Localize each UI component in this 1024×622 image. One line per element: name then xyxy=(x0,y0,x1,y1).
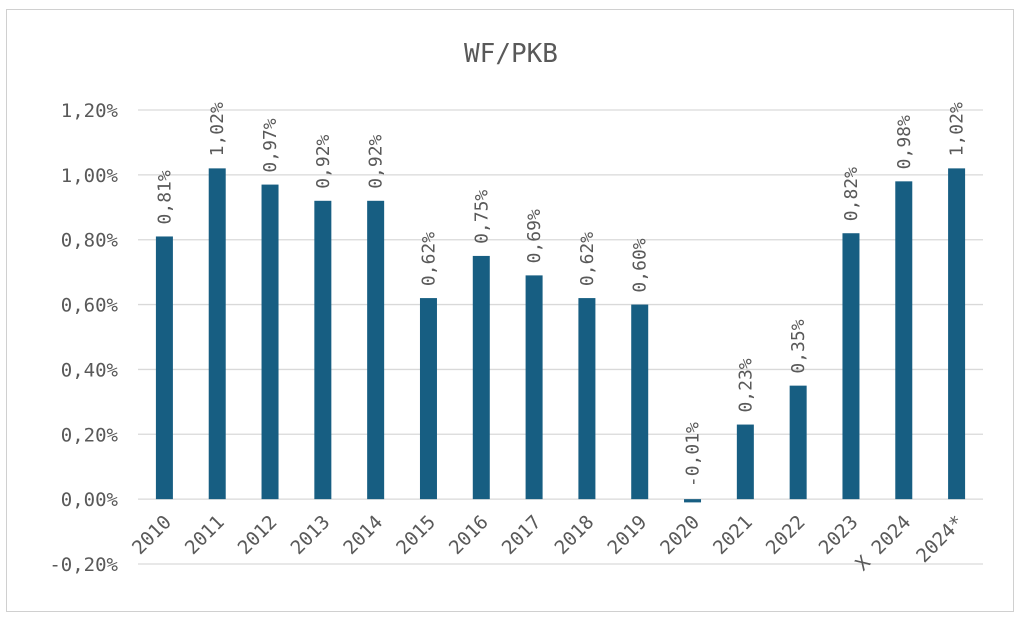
y-tick-label: 0,80% xyxy=(61,230,119,252)
x-tick-label: 2017 xyxy=(498,511,546,559)
bar xyxy=(842,233,860,500)
bar xyxy=(472,255,490,500)
y-tick-label: 1,00% xyxy=(61,165,119,187)
x-tick-label: 2019 xyxy=(603,511,651,559)
bar xyxy=(525,275,543,500)
data-label: 1,02% xyxy=(947,102,968,156)
bar xyxy=(155,236,173,500)
x-tick-label: 2012 xyxy=(234,511,282,559)
bar xyxy=(208,168,226,500)
data-label: 0,69% xyxy=(524,209,545,263)
data-label: 1,02% xyxy=(207,102,228,156)
data-labels: 0,81% 1,02% 0,97% 0,92% 0,92% 0,62% 0,75% 0,69%… xyxy=(154,102,967,487)
x-tick-label: 2016 xyxy=(445,511,493,559)
x-tick-label: 2014 xyxy=(339,511,387,559)
y-tick-label: 0,60% xyxy=(61,295,119,317)
data-label: 0,60% xyxy=(630,238,651,292)
bars xyxy=(155,168,966,503)
x-tick-label: 2020 xyxy=(656,511,704,559)
bar xyxy=(948,168,966,500)
x-tick-label: 2015 xyxy=(392,511,440,559)
y-axis-ticks: 1,20% 1,00% 0,80% 0,60% 0,40% 0,20% 0,00% -0,20… xyxy=(49,100,118,576)
bar xyxy=(736,424,754,500)
y-tick-label: 1,20% xyxy=(61,100,119,122)
data-label: 0,92% xyxy=(366,134,387,188)
bar xyxy=(419,298,437,500)
data-label: -0,01% xyxy=(683,422,704,487)
bar xyxy=(367,200,385,500)
y-tick-label: -0,20% xyxy=(49,554,118,576)
x-axis-ticks: 2010 2011 2012 2013 2014 2015 2016 2017 2018 2019… xyxy=(128,511,968,575)
data-label: 0,82% xyxy=(841,167,862,221)
data-label: 0,81% xyxy=(154,170,175,224)
data-label: 0,62% xyxy=(577,232,598,286)
y-tick-label: 0,00% xyxy=(61,489,119,511)
y-tick-label: 0,40% xyxy=(61,359,119,381)
x-tick-label: X 2024 xyxy=(851,511,915,575)
x-tick-label: 2022 xyxy=(762,511,810,559)
x-tick-label: 2011 xyxy=(181,511,229,559)
bar xyxy=(578,298,596,500)
x-tick-label: 2021 xyxy=(709,511,757,559)
bar xyxy=(631,304,649,500)
bar xyxy=(789,385,807,500)
bar xyxy=(314,200,332,500)
bar xyxy=(684,499,702,503)
x-tick-label: 2010 xyxy=(128,511,176,559)
data-label: 0,23% xyxy=(735,358,756,412)
bar xyxy=(895,181,913,500)
x-tick-label: 2018 xyxy=(551,511,599,559)
y-tick-label: 0,20% xyxy=(61,424,119,446)
data-label: 0,75% xyxy=(471,190,492,244)
data-label: 0,98% xyxy=(894,115,915,169)
x-tick-label: 2013 xyxy=(286,511,334,559)
x-tick-label: 2024* xyxy=(912,511,968,567)
data-label: 0,92% xyxy=(313,134,334,188)
data-label: 0,62% xyxy=(418,232,439,286)
gridlines xyxy=(138,109,983,565)
data-label: 0,35% xyxy=(788,319,809,373)
x-tick-label: 2023 xyxy=(815,511,863,559)
chart-title: WF/PKB xyxy=(464,39,558,69)
data-label: 0,97% xyxy=(260,118,281,172)
bar xyxy=(261,184,279,500)
